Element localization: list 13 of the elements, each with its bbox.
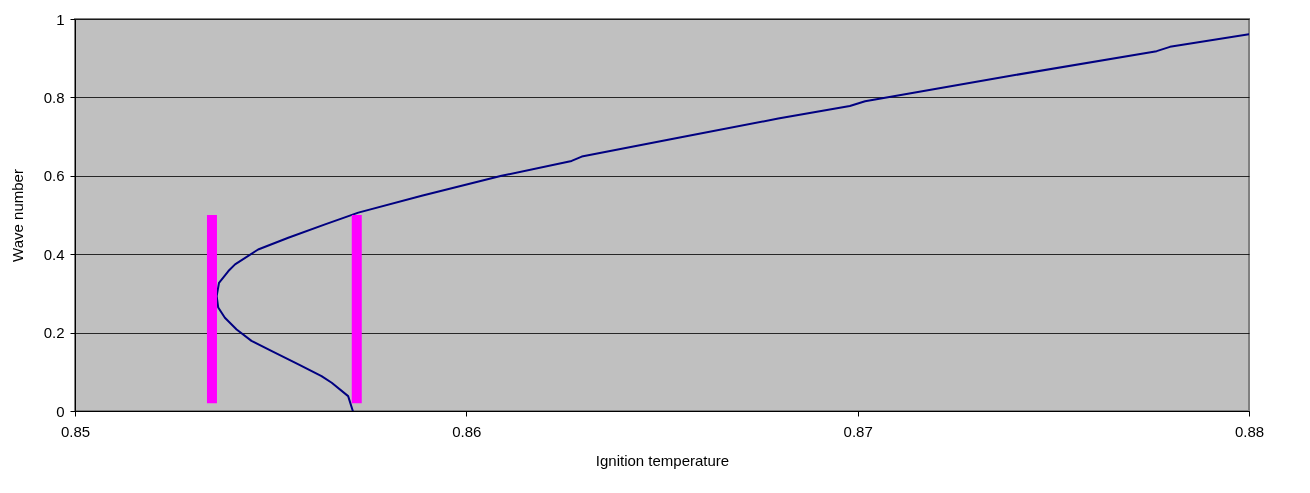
y-tick-label: 0 [56,402,65,420]
x-axis-title: Ignition temperature [595,451,730,469]
x-tick-label: 0.85 [60,422,91,440]
x-tick-label: 0.87 [843,422,873,440]
line-series [215,33,1249,411]
x-tick-label: 0.88 [1234,422,1265,440]
y-tick-label: 0.8 [43,88,65,106]
y-tick-label: 0.6 [43,167,65,185]
x-tick-label: 0.86 [452,422,482,440]
y-tick-label: 0.4 [43,245,65,263]
y-axis-title: Wave number [8,169,26,262]
y-tick-label: 0.2 [43,324,65,342]
y-tick-label: 1 [56,10,65,28]
